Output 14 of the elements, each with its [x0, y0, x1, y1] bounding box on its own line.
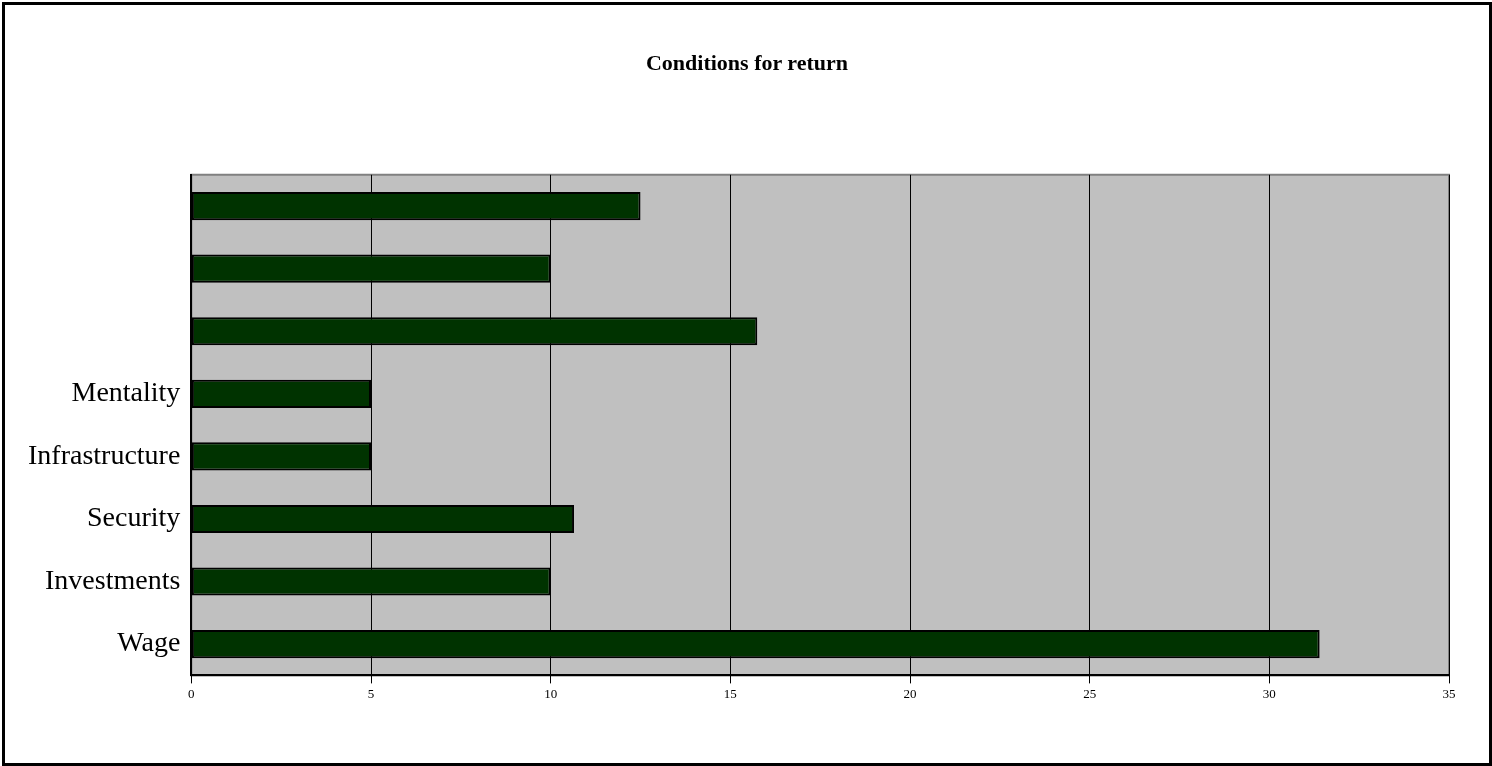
- x-tick-label: 30: [1262, 685, 1276, 701]
- chart-title: Conditions for return: [644, 50, 850, 76]
- x-tick-label: 20: [903, 685, 917, 701]
- x-tick-label: 0: [188, 685, 195, 701]
- y-tick-label: Security: [87, 501, 181, 533]
- y-tick-label: Infrastructure: [28, 438, 181, 470]
- x-tick-label: 25: [1083, 685, 1097, 701]
- x-tick-label: 5: [367, 685, 375, 701]
- x-tick-label: 35: [1442, 685, 1456, 701]
- y-tick-label: Mentality: [71, 376, 181, 408]
- y-tick-label: Wage: [117, 626, 181, 658]
- y-tick-label: Investments: [45, 563, 181, 595]
- x-tick-label: 10: [544, 685, 558, 701]
- x-tick-label: 15: [723, 685, 737, 701]
